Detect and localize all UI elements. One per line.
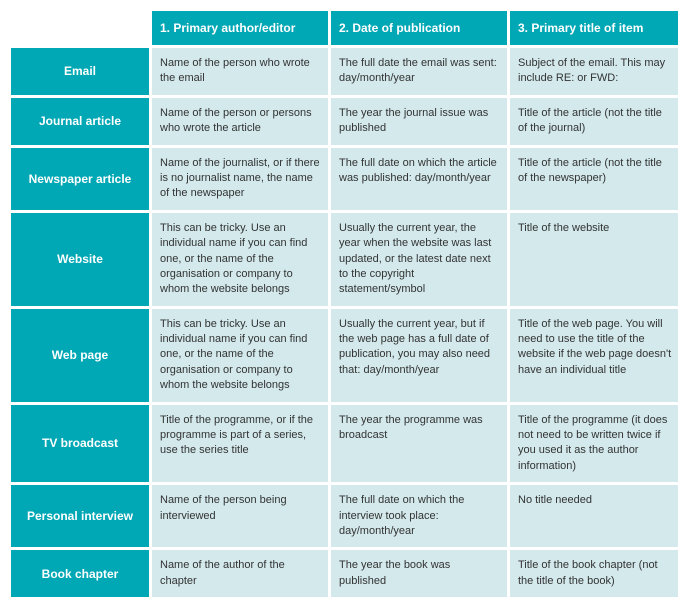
row-header-chapter: Book chapter <box>11 550 149 597</box>
cell: Title of the book chapter (not the title… <box>510 550 678 597</box>
cell: Name of the person or persons who wrote … <box>152 98 328 145</box>
cell: The year the journal issue was published <box>331 98 507 145</box>
cell: No title needed <box>510 485 678 547</box>
cell: The full date on which the interview too… <box>331 485 507 547</box>
row-header-website: Website <box>11 213 149 306</box>
cell: Usually the current year, but if the web… <box>331 309 507 402</box>
cell: Usually the current year, the year when … <box>331 213 507 306</box>
cell: Title of the programme, or if the progra… <box>152 405 328 483</box>
cell: The year the book was published <box>331 550 507 597</box>
row-header-email: Email <box>11 48 149 95</box>
table-row: Newspaper article Name of the journalist… <box>11 148 678 210</box>
header-row: 1. Primary author/editor 2. Date of publ… <box>11 11 678 45</box>
table-row: TV broadcast Title of the programme, or … <box>11 405 678 483</box>
cell: Title of the article (not the title of t… <box>510 148 678 210</box>
cell: The year the programme was broadcast <box>331 405 507 483</box>
col-header-3: 3. Primary title of item <box>510 11 678 45</box>
citation-table: 1. Primary author/editor 2. Date of publ… <box>8 8 678 600</box>
table-row: Email Name of the person who wrote the e… <box>11 48 678 95</box>
corner-cell <box>11 11 149 45</box>
table-row: Personal interview Name of the person be… <box>11 485 678 547</box>
cell: Name of the person being interviewed <box>152 485 328 547</box>
cell: The full date the email was sent: day/mo… <box>331 48 507 95</box>
cell: This can be tricky. Use an individual na… <box>152 213 328 306</box>
cell: Name of the author of the chapter <box>152 550 328 597</box>
row-header-newspaper: Newspaper article <box>11 148 149 210</box>
table-row: Book chapter Name of the author of the c… <box>11 550 678 597</box>
row-header-interview: Personal interview <box>11 485 149 547</box>
cell: Name of the person who wrote the email <box>152 48 328 95</box>
col-header-2: 2. Date of publication <box>331 11 507 45</box>
cell: Title of the article (not the title of t… <box>510 98 678 145</box>
col-header-1: 1. Primary author/editor <box>152 11 328 45</box>
cell: Name of the journalist, or if there is n… <box>152 148 328 210</box>
row-header-webpage: Web page <box>11 309 149 402</box>
table-body: Email Name of the person who wrote the e… <box>11 48 678 597</box>
table-row: Journal article Name of the person or pe… <box>11 98 678 145</box>
table-row: Website This can be tricky. Use an indiv… <box>11 213 678 306</box>
cell: Title of the website <box>510 213 678 306</box>
cell: Title of the programme (it does not need… <box>510 405 678 483</box>
cell: The full date on which the article was p… <box>331 148 507 210</box>
cell: Title of the web page. You will need to … <box>510 309 678 402</box>
row-header-journal: Journal article <box>11 98 149 145</box>
table-row: Web page This can be tricky. Use an indi… <box>11 309 678 402</box>
cell: Subject of the email. This may include R… <box>510 48 678 95</box>
row-header-tv: TV broadcast <box>11 405 149 483</box>
cell: This can be tricky. Use an individual na… <box>152 309 328 402</box>
